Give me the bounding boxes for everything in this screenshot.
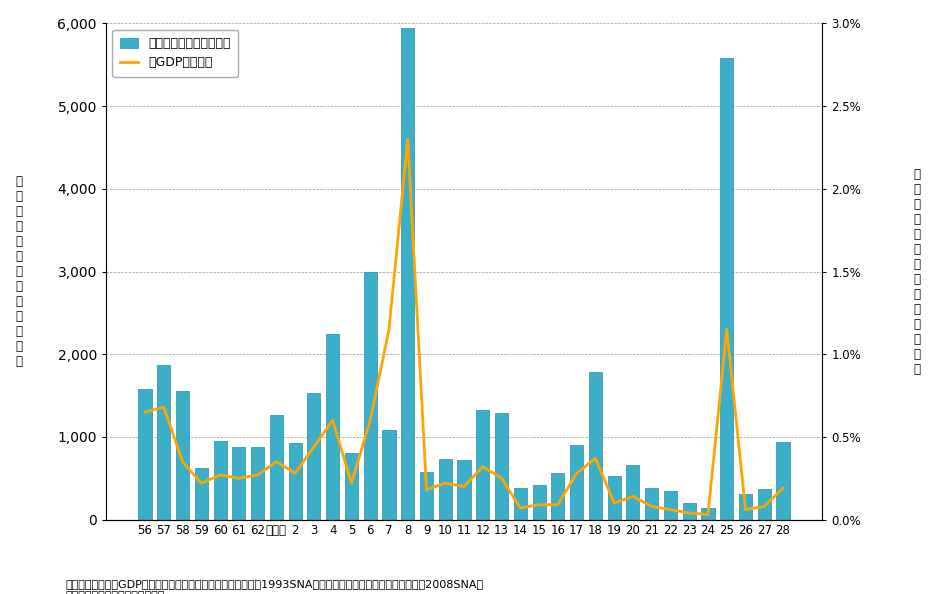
Bar [382,430,396,520]
Bar [533,485,546,520]
Legend: 施設等被害額（十億円）, 対GDP比（％）: 施設等被害額（十億円）, 対GDP比（％） [112,30,238,77]
Text: 注）国内総生産（GDP）は、平成５年までは平成１２年基準（1993SNA）、平成６年以降は平成２３年基準（2008SNA）: 注）国内総生産（GDP）は、平成５年までは平成１２年基準（1993SNA）、平成… [65,579,483,589]
Bar [476,410,489,520]
Bar [420,472,433,520]
Bar [439,459,452,520]
Bar [308,393,321,520]
Y-axis label: 国
内
総
生
産
に
対
す
る
比
率
（
％
）: 国 内 総 生 産 に 対 す る 比 率 （ ％ ） [913,168,920,375]
Bar [252,447,265,520]
Bar [626,465,640,520]
Bar [326,333,339,520]
Bar [213,441,226,520]
Y-axis label: 施
設
関
係
等
被
害
額
（
十
億
円
）: 施 設 関 係 等 被 害 額 （ 十 億 円 ） [15,175,22,368]
Bar [608,476,621,520]
Bar [138,389,151,520]
Text: 出典：各省庁資料より内閣府作成: 出典：各省庁資料より内閣府作成 [65,591,165,594]
Bar [232,447,245,520]
Bar [194,468,208,520]
Bar [401,27,414,520]
Bar [664,491,677,520]
Bar [364,271,377,520]
Bar [739,494,752,520]
Bar [289,443,302,520]
Bar [776,442,790,520]
Bar [513,488,527,520]
Bar [457,460,470,520]
Bar [270,415,283,520]
Bar [701,508,714,520]
Bar [157,365,170,520]
Bar [345,453,358,520]
Bar [645,488,658,520]
Bar [495,413,508,520]
Bar [176,391,189,520]
Bar [720,58,733,520]
Bar [570,445,583,520]
Bar [757,489,770,520]
Bar [683,503,696,520]
Bar [589,372,602,520]
Bar [552,473,565,520]
